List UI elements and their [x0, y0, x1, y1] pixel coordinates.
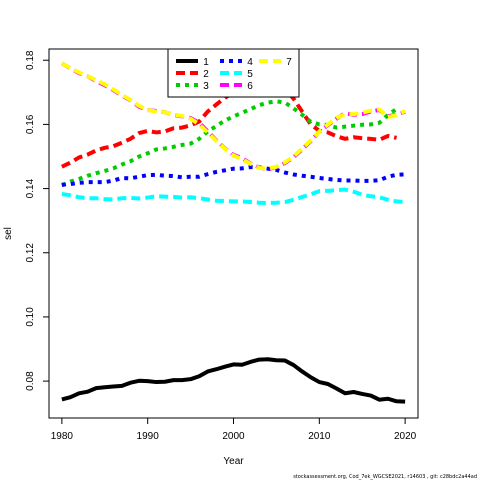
legend-label-4: 4 [247, 57, 253, 68]
x-tick-label: 1990 [137, 431, 160, 442]
legend-label-2: 2 [203, 69, 209, 80]
series-line-3 [61, 99, 398, 188]
legend-label-7: 7 [286, 57, 292, 68]
y-tick-label: 0.18 [25, 50, 36, 70]
x-tick-label: 2000 [222, 431, 245, 442]
legend-label-6: 6 [247, 81, 253, 92]
series-line-1 [61, 357, 406, 404]
y-axis: 0.08 0.10 0.12 0.14 0.16 0.18 [25, 50, 50, 391]
legend-label-5: 5 [247, 69, 253, 80]
x-axis-label: Year [223, 456, 244, 467]
x-tick-label: 1980 [51, 431, 74, 442]
series-line-4 [61, 165, 406, 187]
footer-caption: stockassessment.org, Cod_7ek_WGCSE2021, … [293, 474, 477, 480]
legend: 123 456 7 [167, 48, 300, 98]
series-line-7 [60, 61, 407, 171]
series-layer [60, 61, 407, 404]
legend-box [167, 48, 300, 98]
y-tick-label: 0.14 [25, 178, 36, 198]
y-tick-label: 0.16 [25, 114, 36, 134]
series-line-5 [61, 187, 406, 206]
legend-label-3: 3 [203, 81, 209, 92]
y-tick-label: 0.10 [25, 307, 36, 327]
y-tick-label: 0.08 [25, 371, 36, 391]
legend-label-1: 1 [203, 57, 209, 68]
y-tick-label: 0.12 [25, 243, 36, 263]
x-axis: 1980 1990 2000 2010 2020 [51, 417, 417, 442]
y-axis-label: sel [3, 227, 14, 240]
x-tick-label: 2010 [308, 431, 331, 442]
x-tick-label: 2020 [394, 431, 417, 442]
